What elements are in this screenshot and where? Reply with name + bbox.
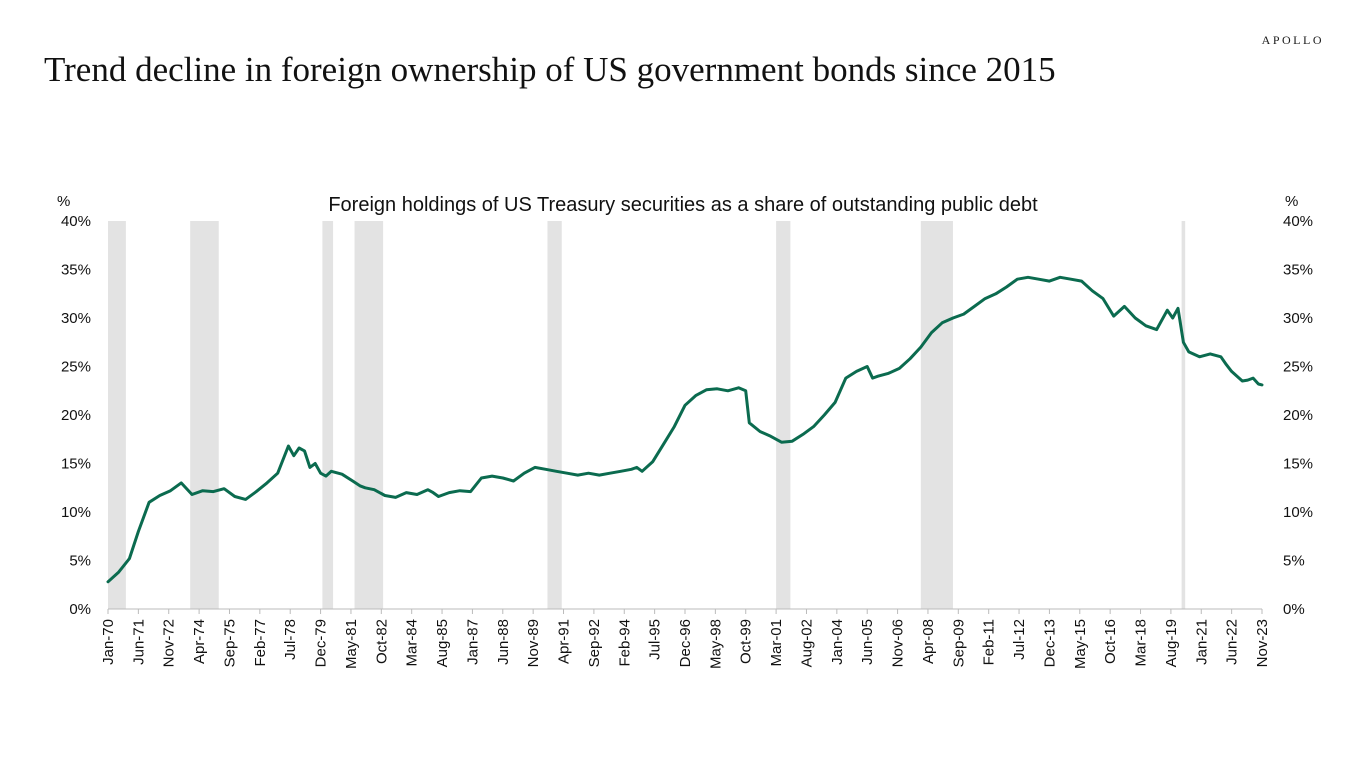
recession-band: [920, 221, 953, 609]
x-tick-label: Dec-13: [1041, 619, 1058, 667]
y-tick-label-left: 30%: [61, 310, 91, 327]
y-tick-label-right: 40%: [1283, 213, 1313, 230]
x-tick-label: Nov-72: [161, 619, 178, 667]
x-tick-label: Oct-82: [373, 619, 390, 664]
x-tick-label: Apr-91: [556, 619, 573, 664]
x-tick-label: Jun-22: [1224, 619, 1241, 665]
series-line: [106, 275, 1264, 584]
x-tick-label: Oct-99: [738, 619, 755, 664]
recession-band: [776, 221, 791, 609]
x-tick-label: Jun-88: [495, 619, 512, 665]
y-tick-label-right: 10%: [1283, 504, 1313, 521]
x-tick-label: Feb-11: [981, 619, 998, 665]
y-tick-label-left: 40%: [61, 213, 91, 230]
x-tick-label: Dec-79: [313, 619, 330, 667]
x-tick-label: Aug-19: [1163, 619, 1180, 667]
x-tick-label: Jan-70: [100, 619, 117, 665]
recession-bands: [108, 221, 1186, 609]
x-tick-label: Jul-78: [282, 619, 299, 660]
x-tick-label: Sep-09: [950, 619, 967, 667]
x-tick-label: Nov-23: [1254, 619, 1271, 667]
x-tick-label: May-98: [707, 619, 724, 669]
x-axis: Jan-70 Jun-71 Nov-72 Apr-74 Sep-75 Feb-77 Jul-…: [100, 609, 1271, 669]
x-tick-label: Jan-21: [1193, 619, 1210, 665]
x-tick-label: Mar-84: [404, 619, 421, 667]
x-tick-label: Nov-89: [525, 619, 542, 667]
x-tick-label: Mar-18: [1133, 619, 1150, 667]
recession-band: [190, 221, 219, 609]
y-tick-label-right: 15%: [1283, 456, 1313, 473]
y-tick-label-right: 5%: [1283, 553, 1305, 570]
y-axis-right: 0% 5% 10% 15% 20% 25% 30% 35% 40%: [1283, 213, 1313, 618]
x-tick-label: Apr-08: [920, 619, 937, 664]
recession-band: [322, 221, 334, 609]
x-tick-label: Jul-95: [647, 619, 664, 660]
page-title: Trend decline in foreign ownership of US…: [44, 50, 1056, 89]
y-tick-label-right: 20%: [1283, 407, 1313, 424]
x-tick-label: Sep-75: [221, 619, 238, 667]
y-axis-right-unit: %: [1285, 193, 1298, 210]
chart-title: Foreign holdings of US Treasury securiti…: [328, 194, 1038, 216]
x-tick-label: Jul-12: [1011, 619, 1028, 660]
y-axis-left-unit: %: [57, 193, 70, 210]
x-tick-label: Nov-06: [890, 619, 907, 667]
x-tick-label: Jan-87: [464, 619, 481, 665]
y-tick-label-left: 20%: [61, 407, 91, 424]
x-tick-label: Feb-77: [252, 619, 269, 667]
x-tick-label: Sep-92: [586, 619, 603, 667]
x-tick-label: Mar-01: [768, 619, 785, 667]
y-tick-label-right: 25%: [1283, 359, 1313, 376]
x-tick-label: Aug-85: [434, 619, 451, 667]
x-tick-label: Oct-16: [1102, 619, 1119, 664]
recession-band: [108, 221, 126, 609]
y-tick-label-left: 0%: [69, 601, 91, 618]
y-tick-label-right: 0%: [1283, 601, 1305, 618]
x-tick-label: May-15: [1072, 619, 1089, 669]
x-tick-label: May-81: [343, 619, 360, 669]
y-tick-label-left: 15%: [61, 456, 91, 473]
brand-logo: APOLLO: [1261, 33, 1324, 47]
y-tick-label-right: 35%: [1283, 262, 1313, 279]
x-tick-label: Aug-02: [798, 619, 815, 667]
y-tick-label-left: 10%: [61, 504, 91, 521]
recession-band: [354, 221, 384, 609]
y-tick-label-left: 25%: [61, 359, 91, 376]
x-tick-label: Feb-94: [616, 619, 633, 667]
y-tick-label-left: 5%: [69, 553, 91, 570]
x-tick-label: Jun-05: [859, 619, 876, 665]
x-tick-label: Dec-96: [677, 619, 694, 667]
x-tick-label: Jun-71: [130, 619, 147, 665]
y-axis-left: 0% 5% 10% 15% 20% 25% 30% 35% 40%: [61, 213, 91, 618]
recession-band: [1181, 221, 1186, 609]
y-tick-label-left: 35%: [61, 262, 91, 279]
x-tick-label: Jan-04: [829, 619, 846, 665]
recession-band: [547, 221, 562, 609]
x-tick-label: Apr-74: [191, 619, 208, 664]
y-tick-label-right: 30%: [1283, 310, 1313, 327]
